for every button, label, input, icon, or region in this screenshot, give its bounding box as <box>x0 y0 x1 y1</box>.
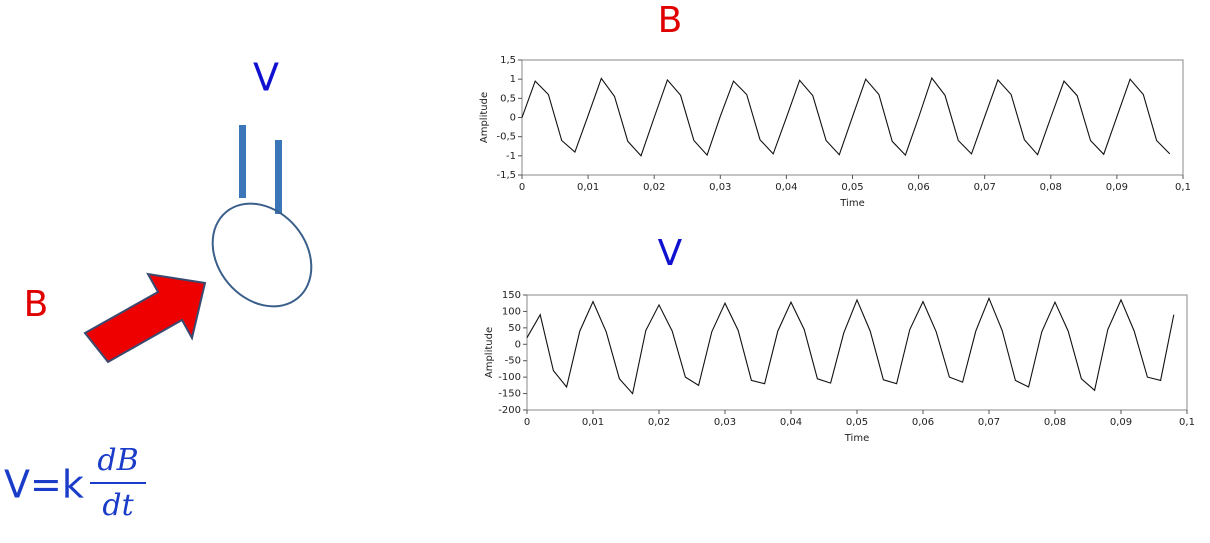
plot-frame <box>526 294 1188 411</box>
x-tick-label: 0,06 <box>912 417 934 428</box>
chart-title: B <box>658 0 683 41</box>
coil-loop <box>211 202 313 308</box>
y-tick-label: -50 <box>505 356 521 367</box>
x-tick-label: 0,03 <box>714 417 736 428</box>
x-tick-label: 0,1 <box>1179 417 1195 428</box>
x-tick-label: 0,09 <box>1110 417 1132 428</box>
x-tick-label: 0,02 <box>643 182 665 193</box>
y-axis-label: Amplitude <box>479 92 490 143</box>
formula-denominator: dt <box>102 488 134 523</box>
x-tick-label: 0,04 <box>780 417 802 428</box>
x-axis-label: Time <box>839 198 864 209</box>
y-tick-label: 0 <box>515 339 521 350</box>
x-axis-label: Time <box>844 433 869 444</box>
x-tick-label: 0,07 <box>974 182 996 193</box>
x-tick-label: 0,04 <box>775 182 797 193</box>
y-tick-label: 1,5 <box>500 55 516 66</box>
field-label: B <box>24 284 49 325</box>
x-tick-label: 0,03 <box>709 182 731 193</box>
y-tick-label: 50 <box>508 323 521 334</box>
y-tick-label: -0,5 <box>496 132 516 143</box>
x-tick-label: 0,08 <box>1044 417 1066 428</box>
x-tick-label: 0,1 <box>1175 182 1191 193</box>
x-tick-label: 0,01 <box>577 182 599 193</box>
y-tick-label: 150 <box>502 290 521 301</box>
y-tick-label: -100 <box>498 372 521 383</box>
x-tick-label: 0 <box>524 417 530 428</box>
x-tick-label: 0 <box>519 182 525 193</box>
y-tick-label: 1 <box>510 74 516 85</box>
x-tick-label: 0,09 <box>1106 182 1128 193</box>
x-tick-label: 0,02 <box>648 417 670 428</box>
x-tick-label: 0,01 <box>582 417 604 428</box>
y-axis-label: Amplitude <box>484 327 495 378</box>
coil-label: V <box>253 56 279 100</box>
x-tick-label: 0,07 <box>978 417 1000 428</box>
x-tick-label: 0,05 <box>841 182 863 193</box>
y-tick-label: 0 <box>510 113 516 124</box>
y-tick-label: -1,5 <box>496 170 516 181</box>
lead-wire <box>275 140 282 214</box>
x-tick-label: 0,05 <box>846 417 868 428</box>
x-tick-label: 0,06 <box>907 182 929 193</box>
y-tick-label: -1 <box>506 151 516 162</box>
signal-line <box>521 76 1171 157</box>
field-arrow <box>83 272 207 364</box>
lead-wire <box>239 125 246 198</box>
y-tick-label: -150 <box>498 389 521 400</box>
y-tick-label: 0,5 <box>500 93 516 104</box>
y-tick-label: -200 <box>498 405 521 416</box>
signal-line <box>526 296 1175 395</box>
chart-title: V <box>658 233 683 274</box>
y-tick-label: 100 <box>502 306 521 317</box>
formula-numerator: dB <box>97 443 138 478</box>
x-tick-label: 0,08 <box>1040 182 1062 193</box>
formula-lhs: V=k <box>4 463 84 507</box>
